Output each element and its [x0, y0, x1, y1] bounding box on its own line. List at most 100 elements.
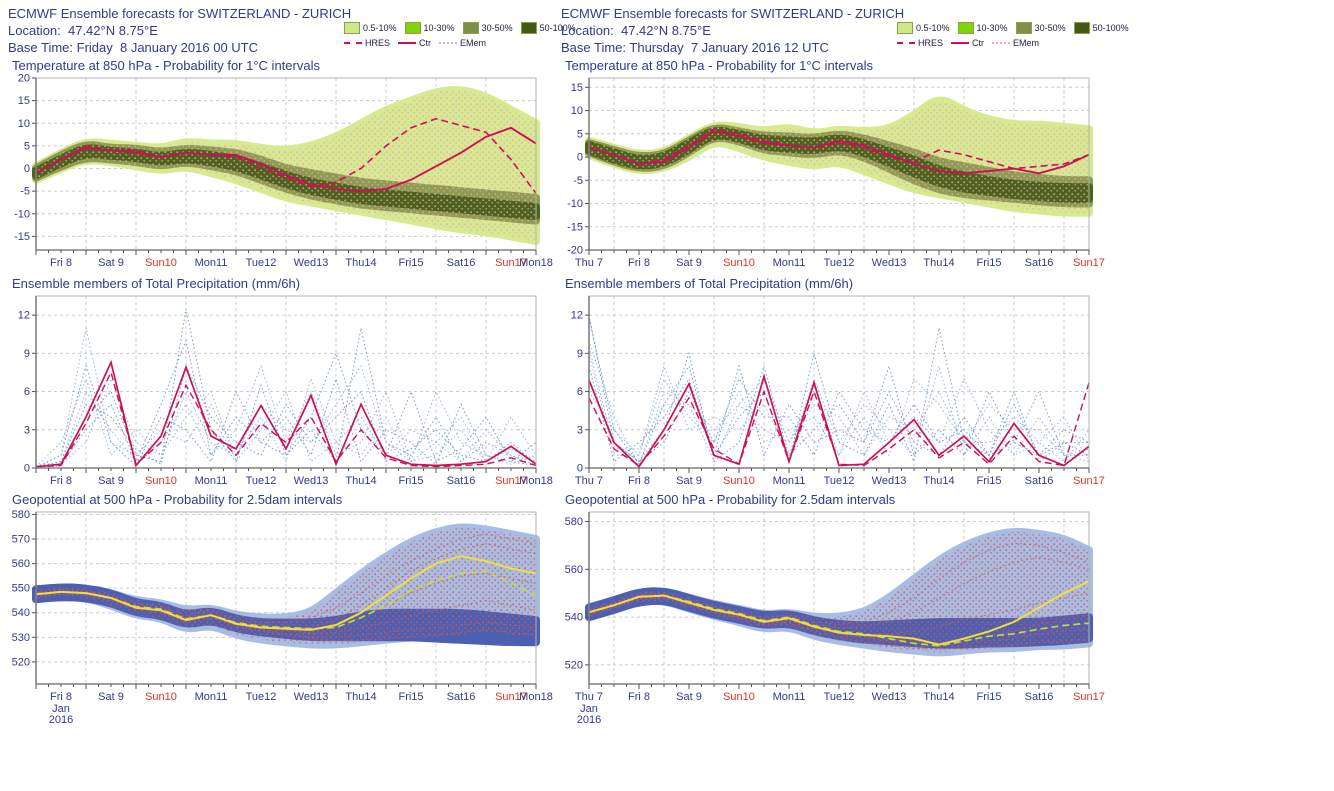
hres-line [588, 382, 1090, 467]
x-day-label: Mon18 [519, 691, 553, 703]
x-day-label: Mon11 [773, 475, 806, 485]
probability-legend: 0.5-10% 10-30% 30-50% 50-100% HRES Ctr EMem [344, 20, 576, 50]
y-tick-label: 6 [577, 386, 583, 398]
x-day-label: Fri15 [976, 475, 1001, 485]
legend-swatch-item: 10-30% [404, 21, 455, 34]
header: ECMWF Ensemble forecasts for SWITZERLAND… [561, 0, 1117, 56]
y-tick-label: 10 [571, 105, 583, 117]
ensemble-member-line [35, 327, 537, 468]
hres-line [588, 594, 1090, 647]
header-title: ECMWF Ensemble forecasts for SWITZERLAND… [8, 6, 352, 21]
y-tick-label: 15 [18, 95, 30, 107]
ensemble-member-line [588, 364, 1090, 462]
header-location: Location: 47.42°N 8.75°E [8, 23, 158, 38]
legend-swatch-label: 0.5-10% [916, 22, 950, 33]
x-day-label: Thu14 [345, 691, 376, 703]
probability-swatch-icon [897, 21, 913, 34]
x-day-label: Sun17 [495, 257, 527, 267]
x-day-label: Sun10 [723, 257, 755, 267]
ensemble-members-texture [589, 100, 1089, 213]
legend-swatch-label: 30-50% [481, 22, 513, 33]
ensemble-member-line [588, 597, 1090, 650]
y-tick-label: 580 [12, 509, 30, 521]
x-day-label: Fri 8 [50, 691, 72, 703]
legend-line-item: EMem [992, 38, 1039, 48]
x-day-label: Fri 8 [50, 475, 72, 485]
x-day-label: Mon18 [519, 475, 553, 485]
hres-line-icon [897, 41, 915, 44]
hres-line [35, 570, 537, 630]
x-day-label: Mon11 [195, 257, 228, 267]
chart-title: Temperature at 850 hPa - Probability for… [565, 58, 873, 73]
chart-title: Geopotential at 500 hPa - Probability fo… [565, 492, 896, 507]
x-day-label: Mon11 [195, 691, 228, 703]
chart-title: Geopotential at 500 hPa - Probability fo… [12, 492, 343, 507]
x-day-label: Thu14 [923, 475, 954, 485]
header-title: ECMWF Ensemble forecasts for SWITZERLAND… [561, 6, 905, 21]
legend-swatch-item: 30-50% [462, 21, 513, 34]
x-day-label: Tue12 [246, 257, 277, 267]
legend-line-label: HRES [365, 37, 391, 48]
y-tick-label: -10 [567, 198, 583, 210]
y-tick-label: 12 [571, 310, 583, 322]
y-tick-label: 520 [12, 656, 30, 668]
y-tick-label: 0 [577, 463, 583, 475]
chart-title: Ensemble members of Total Precipitation … [12, 276, 301, 291]
x-day-label: Sun17 [1073, 475, 1105, 485]
y-tick-label: 20 [18, 73, 30, 85]
y-tick-label: 9 [577, 348, 583, 360]
probability-swatch-icon [957, 21, 974, 34]
legend-line-item: Ctr [951, 38, 984, 48]
x-day-label: Fri 8 [628, 257, 650, 267]
emem-line-icon [992, 41, 1011, 44]
x-day-label: Fri15 [398, 691, 423, 703]
x-day-label: Sat16 [447, 257, 476, 267]
y-tick-label: 560 [565, 564, 583, 576]
chart-title: Ensemble members of Total Precipitation … [565, 276, 854, 291]
x-day-label: Sun17 [495, 475, 527, 485]
y-tick-label: 580 [565, 516, 583, 528]
x-day-label: Sat16 [1025, 691, 1054, 703]
x-day-label: Thu14 [345, 475, 376, 485]
ensemble-member-line [35, 377, 537, 468]
y-tick-label: 530 [12, 632, 30, 644]
precip-right-chart: 0 3 6 9 12 Thu 7 Fri 8 Sat 9 Sun10 Mon11 Tue12 Wed1… [571, 295, 1105, 485]
x-day-label: Mon18 [519, 257, 553, 267]
ensemble-member-line [35, 592, 537, 642]
x-day-label: Sat16 [447, 691, 476, 703]
y-tick-label: 5 [577, 128, 583, 140]
y-tick-label: 15 [571, 82, 583, 94]
y-tick-label: 3 [24, 424, 30, 436]
legend-swatch-label: 0.5-10% [363, 22, 397, 33]
x-day-label: Sat 9 [98, 257, 124, 267]
legend-line-item: HRES [897, 38, 943, 48]
probability-swatch-icon [344, 21, 360, 34]
x-day-label: Thu 7 [575, 475, 603, 485]
legend-line-label: Ctr [419, 37, 432, 48]
legend-swatch-label: 50-100% [1092, 22, 1129, 33]
legend-swatch-item: 50-100% [520, 21, 576, 34]
ensemble-members-texture [589, 531, 1089, 653]
y-tick-label: -5 [573, 175, 583, 187]
x-day-label: Tue12 [246, 475, 277, 485]
ensemble-member-line [588, 542, 1090, 625]
probability-swatch-icon [520, 21, 537, 34]
x-day-label: Sun10 [723, 691, 755, 703]
y-tick-label: 0 [24, 463, 30, 475]
x-day-label: Sun17 [495, 691, 527, 703]
y-tick-label: 0 [24, 163, 30, 175]
x-day-label: Fri15 [976, 691, 1001, 703]
ensemble-member-line [588, 353, 1090, 463]
x-day-label: Thu14 [345, 257, 376, 267]
legend-line-item: Ctr [398, 38, 431, 48]
legend-line-label: EMem [1013, 37, 1040, 48]
legend-swatch-item: 0.5-10% [344, 21, 397, 34]
x-day-label: Thu14 [923, 257, 954, 267]
emem-line-icon [439, 41, 458, 44]
y-tick-label: -15 [14, 231, 30, 243]
ensemble-member-line [588, 346, 1090, 463]
header-location: Location: 47.42°N 8.75°E [561, 23, 711, 38]
y-tick-label: 10 [18, 118, 30, 130]
x-sub-label: Jan [52, 703, 70, 715]
ctr-line [35, 359, 537, 468]
